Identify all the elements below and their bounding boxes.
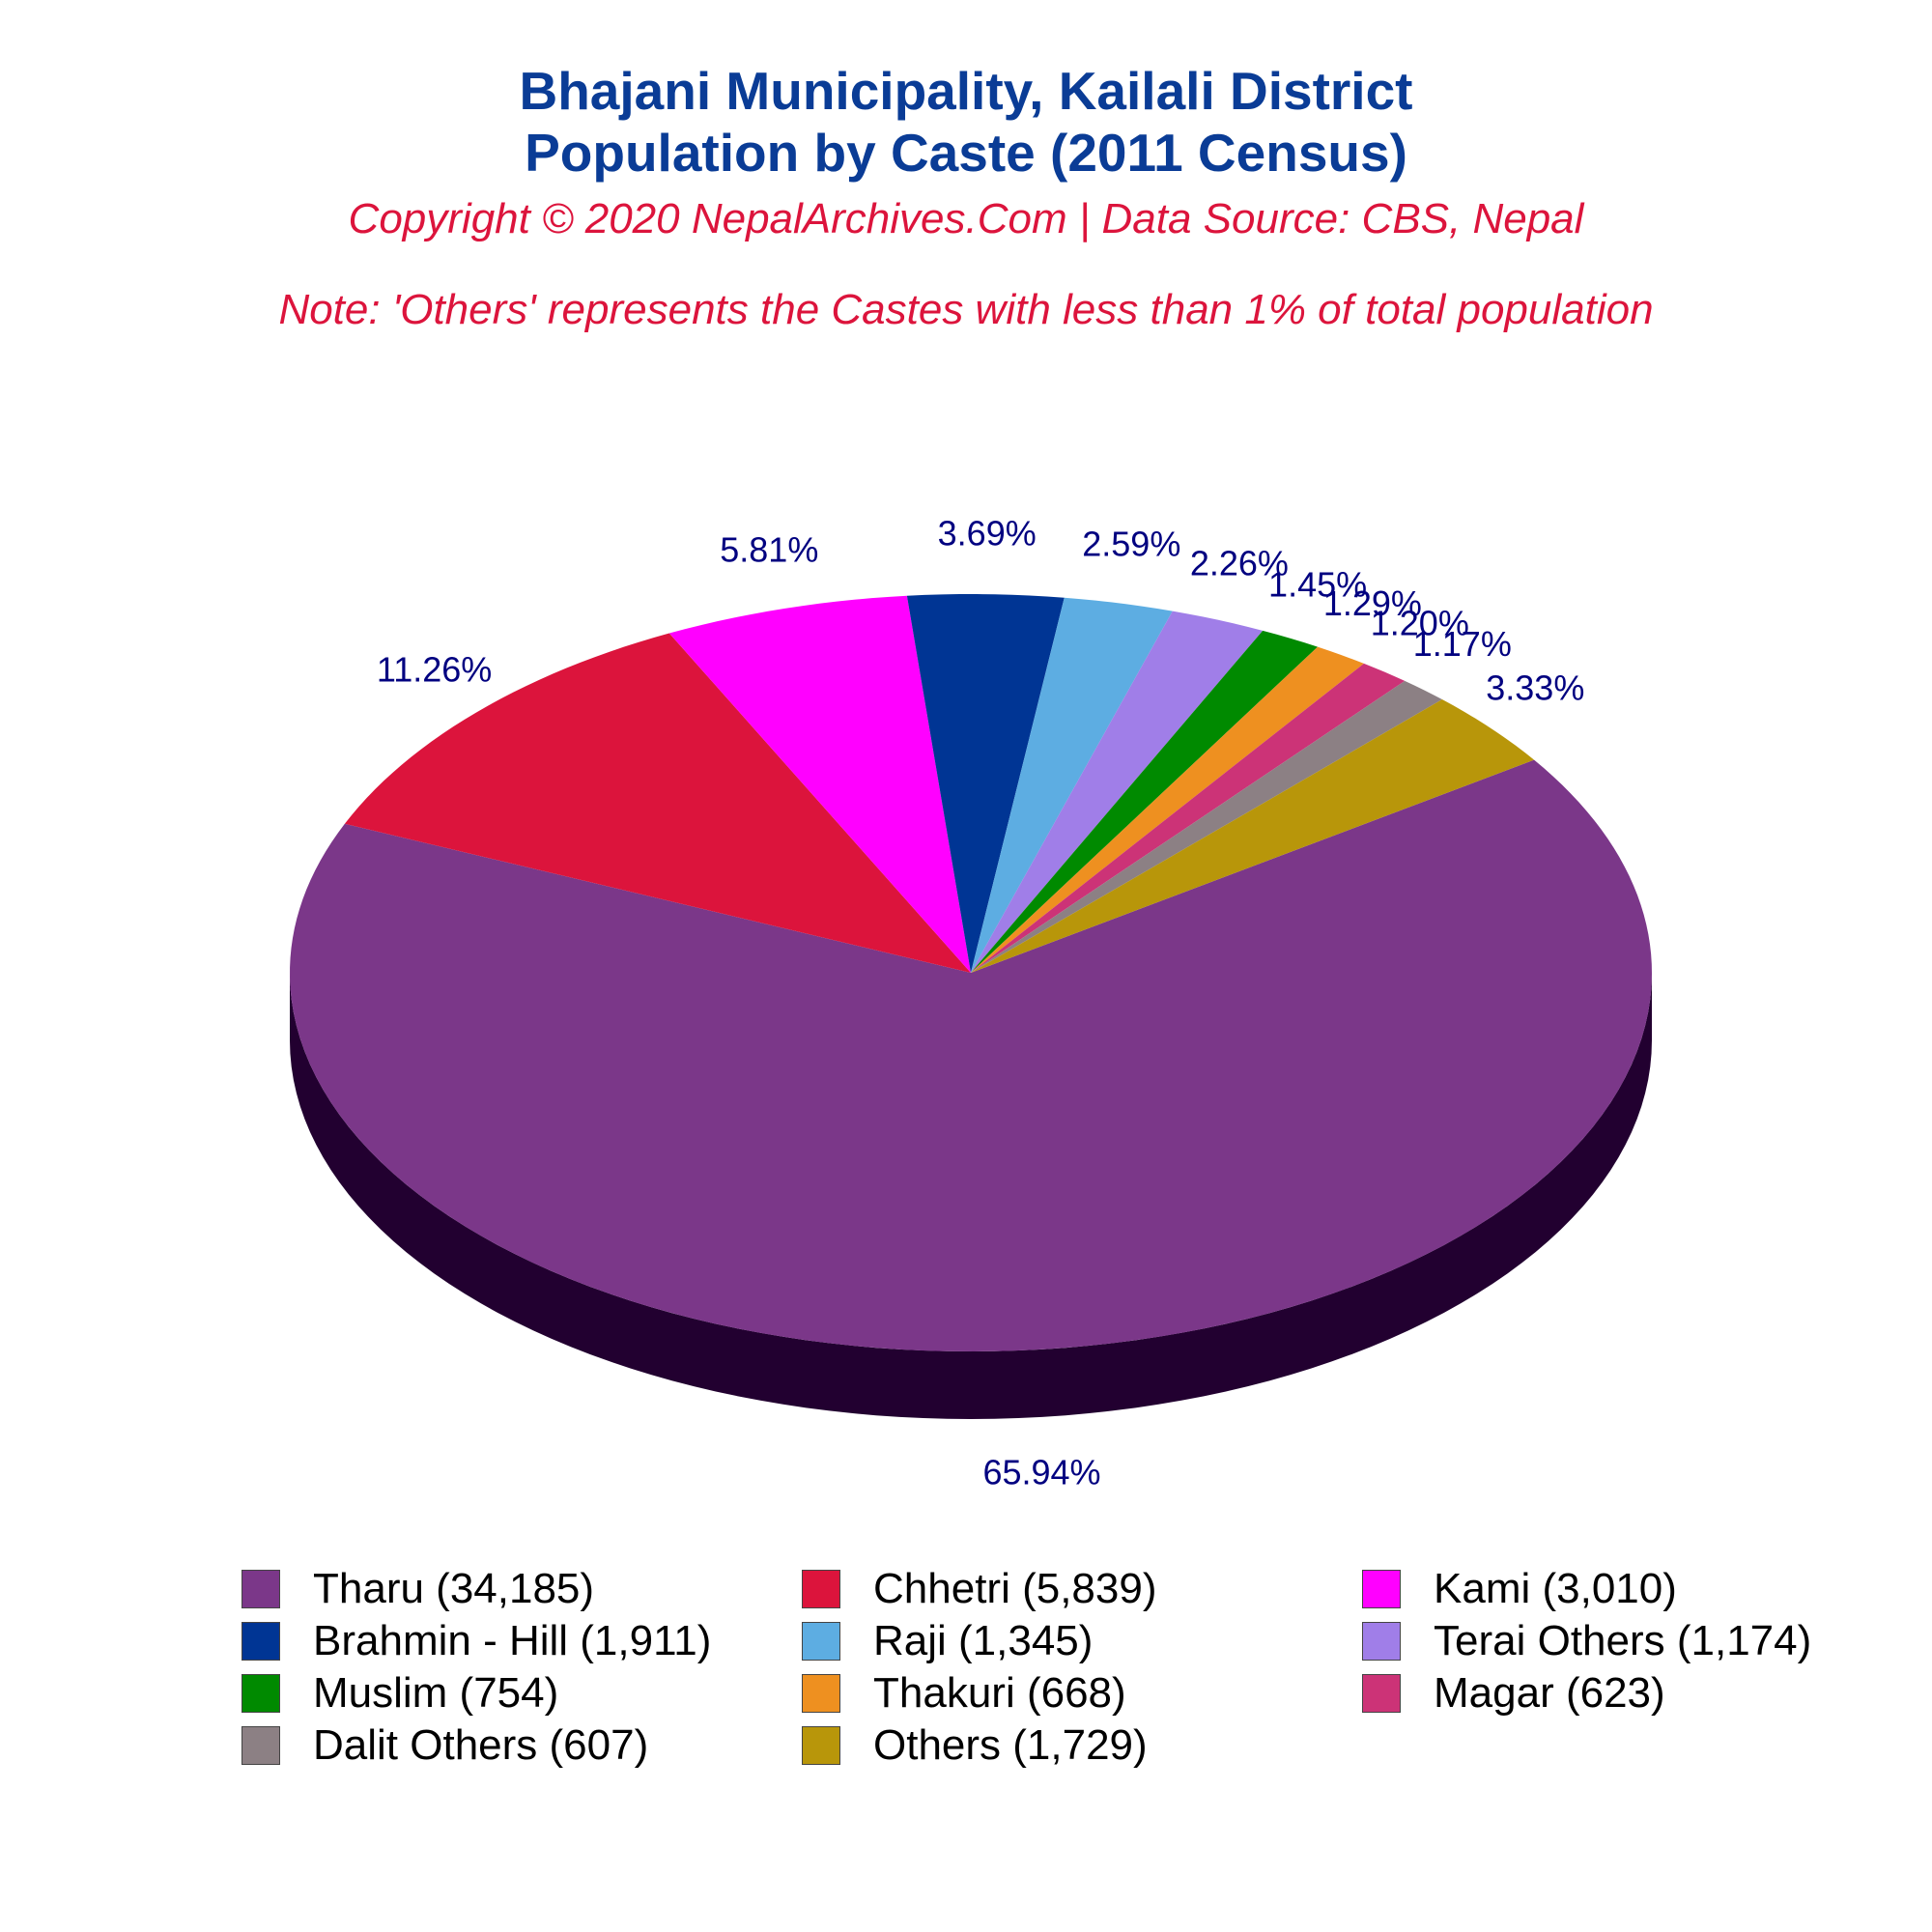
legend-item: Terai Others (1,174) xyxy=(1362,1615,1811,1667)
pie-slice-others xyxy=(971,699,1535,973)
pie-slice-dalit-others xyxy=(971,680,1442,973)
legend-item: Raji (1,345) xyxy=(802,1615,1093,1667)
legend-label: Tharu (34,185) xyxy=(313,1565,595,1612)
pie-label-tharu: 65.94% xyxy=(982,1452,1100,1492)
legend-item: Brahmin - Hill (1,911) xyxy=(242,1615,711,1667)
legend-label: Thakuri (668) xyxy=(873,1669,1126,1717)
legend-swatch xyxy=(1362,1622,1401,1661)
legend-label: Brahmin - Hill (1,911) xyxy=(313,1617,712,1664)
pie-slice-chhetri xyxy=(344,633,971,973)
pie-slice-tharu xyxy=(290,759,1652,1351)
chart-title-line2: Population by Caste (2011 Census) xyxy=(525,123,1407,183)
legend-item: Magar (623) xyxy=(1362,1667,1665,1719)
legend-label: Kami (3,010) xyxy=(1434,1565,1677,1612)
legend-label: Others (1,729) xyxy=(873,1721,1148,1769)
chart-title-line1: Bhajani Municipality, Kailali District xyxy=(519,61,1413,121)
pie-label-thakuri: 1.29% xyxy=(1323,583,1422,623)
legend-swatch xyxy=(242,1622,280,1661)
legend-item: Muslim (754) xyxy=(242,1667,558,1719)
legend-label: Magar (623) xyxy=(1434,1669,1665,1717)
pie-slice-raji xyxy=(971,597,1173,973)
legend-swatch xyxy=(802,1726,840,1765)
legend-item: Kami (3,010) xyxy=(1362,1563,1677,1615)
legend-swatch xyxy=(242,1570,280,1608)
pie-slice-kami xyxy=(668,595,971,973)
legend-item: Chhetri (5,839) xyxy=(802,1563,1156,1615)
legend-item: Others (1,729) xyxy=(802,1719,1148,1772)
legend-label: Dalit Others (607) xyxy=(313,1721,649,1769)
legend-label: Terai Others (1,174) xyxy=(1434,1617,1812,1664)
pie-label-others: 3.33% xyxy=(1486,668,1584,708)
note-text: Note: 'Others' represents the Castes wit… xyxy=(278,286,1654,333)
pie-chart: 65.94% 11.26% 5.81% 3.69% 2.59% 2.26%1.45%1.2… xyxy=(290,514,1652,1492)
legend-item: Dalit Others (607) xyxy=(242,1719,648,1772)
legend-label: Muslim (754) xyxy=(313,1669,559,1717)
pie-slice-brahmin-hill xyxy=(906,594,1065,973)
pie-slice-thakuri xyxy=(971,646,1364,973)
legend-swatch xyxy=(802,1674,840,1713)
legend-item: Tharu (34,185) xyxy=(242,1563,594,1615)
legend-label: Raji (1,345) xyxy=(873,1617,1094,1664)
pie-label-muslim: 1.45% xyxy=(1268,564,1367,604)
legend-swatch xyxy=(242,1726,280,1765)
legend-swatch xyxy=(802,1570,840,1608)
legend-swatch xyxy=(1362,1674,1401,1713)
copyright-text: Copyright © 2020 NepalArchives.Com | Dat… xyxy=(348,195,1584,242)
pie-label-brahmin-hill: 3.69% xyxy=(938,514,1037,554)
pie-label-raji: 2.59% xyxy=(1082,524,1180,563)
pie-label-chhetri: 11.26% xyxy=(377,650,492,690)
legend-swatch xyxy=(1362,1570,1401,1608)
legend-swatch xyxy=(242,1674,280,1713)
pie-label-terai-others: 2.26% xyxy=(1190,543,1289,582)
legend-item: Thakuri (668) xyxy=(802,1667,1126,1719)
pie-label-kami: 5.81% xyxy=(720,530,818,570)
pie-side-tharu xyxy=(290,973,1652,1419)
pie-slice-magar xyxy=(971,663,1406,973)
pie-slice-muslim xyxy=(971,630,1319,973)
pie-label-dalit-others: 1.17% xyxy=(1413,624,1512,664)
legend-label: Chhetri (5,839) xyxy=(873,1565,1157,1612)
pie-slice-terai-others xyxy=(971,611,1264,973)
legend-swatch xyxy=(802,1622,840,1661)
pie-label-magar: 1.20% xyxy=(1371,604,1469,643)
